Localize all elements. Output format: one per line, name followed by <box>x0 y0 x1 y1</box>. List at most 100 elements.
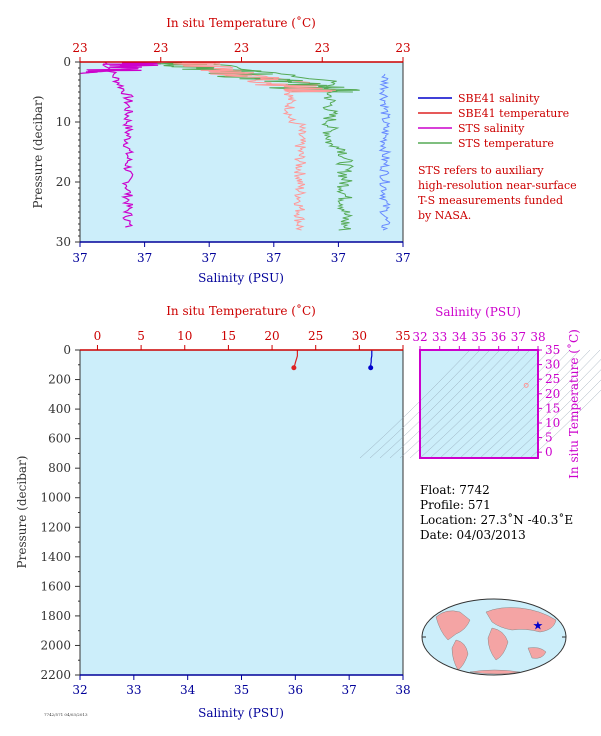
ts-density-contour <box>449 349 561 459</box>
ts-density-contour <box>469 349 581 459</box>
ts-points <box>523 382 529 388</box>
map-land-eurasia <box>485 607 557 633</box>
bottom-temperature-tick-label: 10 <box>177 329 192 343</box>
bottom-temperature-tick-label: 15 <box>221 329 236 343</box>
location-text: Location: 27.3˚N -40.3˚E <box>420 512 573 527</box>
top-salinity-tick-label: 37 <box>331 251 346 265</box>
ts-temperature-tick-label: 0 <box>545 445 553 459</box>
sbe41-temperature-profile-line <box>293 350 298 368</box>
ts-salinity-tick-label: 38 <box>530 330 545 344</box>
bottom-pressure-tick-label: 1200 <box>40 520 71 534</box>
map-land-north-america <box>435 610 471 641</box>
ts-density-contour <box>429 349 541 459</box>
ts-density-contour <box>459 349 571 459</box>
ts-temperature-tick-label: 5 <box>545 431 553 445</box>
ts-temperature-tick-label: 20 <box>545 387 560 401</box>
ts-density-contour <box>489 349 601 459</box>
date-text: Date: 04/03/2013 <box>420 528 526 542</box>
ts-salinity-axis-title: Salinity (PSU) <box>435 305 521 319</box>
ts-density-contour <box>359 349 471 459</box>
bottom-temperature-axis-title: In situ Temperature (˚C) <box>166 303 316 318</box>
top-plot-area <box>80 62 403 242</box>
sbe41-salinity-line <box>378 73 392 231</box>
sts-note-line-1: STS refers to auxiliary <box>418 164 544 177</box>
ts-density-contour <box>439 349 551 459</box>
sts-temperature-surface-line <box>157 61 360 93</box>
bottom-profile-chart: 0 5 10 15 20 25 30 35 32 33 34 35 36 37 38 0 200 400 600 80… <box>15 303 411 720</box>
top-temperature-tick-label: 23 <box>315 41 330 55</box>
bottom-salinity-tick-label: 32 <box>72 683 87 697</box>
sts-note: STS refers to auxiliary high-resolution … <box>418 164 577 222</box>
bottom-profile-series <box>291 350 374 371</box>
sts-salinity-line <box>101 61 135 228</box>
bottom-pressure-tick-label: 800 <box>48 461 71 475</box>
sts-note-line-3: T-S measurements funded <box>418 194 563 207</box>
top-salinity-tick-label: 37 <box>72 251 87 265</box>
legend-label-sts-salinity: STS salinity <box>458 122 525 135</box>
top-pressure-tick-label: 30 <box>56 235 71 249</box>
top-profile-chart: 23 23 23 23 23 37 37 37 37 37 37 0 10 20 30 In situ Te… <box>31 15 577 285</box>
bottom-temperature-tick-label: 25 <box>308 329 323 343</box>
bottom-plot-area <box>80 350 403 675</box>
map-land-australia <box>527 647 547 659</box>
top-salinity-tick-label: 37 <box>137 251 152 265</box>
top-temperature-tick-label: 23 <box>72 41 87 55</box>
map-land <box>435 607 557 675</box>
bottom-temperature-tick-label: 30 <box>352 329 367 343</box>
ts-density-contour <box>419 349 531 459</box>
bottom-chart-ticks: 0 5 10 15 20 25 30 35 32 33 34 35 36 37 38 0 200 400 600 80… <box>40 329 410 697</box>
ts-density-contour <box>379 349 491 459</box>
float-id-text: Float: 7742 <box>420 483 490 497</box>
ts-temperature-tick-label: 30 <box>545 358 560 372</box>
profile-number-text: Profile: 571 <box>420 498 491 512</box>
ts-density-contour <box>529 389 601 459</box>
ts-density-contour <box>519 379 601 459</box>
map-land-south-america <box>451 639 469 671</box>
float-position-star-icon: ★ <box>532 618 543 632</box>
top-pressure-axis-title: Pressure (decibar) <box>31 96 45 209</box>
map-land-antarctica <box>469 669 521 675</box>
bottom-salinity-tick-label: 33 <box>126 683 141 697</box>
bottom-salinity-axis-title: Salinity (PSU) <box>198 706 284 720</box>
bottom-temperature-tick-label: 0 <box>94 329 102 343</box>
bottom-pressure-tick-label: 2200 <box>40 668 71 682</box>
legend-label-sbe41-salinity: SBE41 salinity <box>458 92 540 105</box>
bottom-salinity-tick-label: 34 <box>180 683 196 697</box>
ts-density-contour <box>389 349 501 459</box>
top-salinity-tick-label: 37 <box>202 251 217 265</box>
ts-temperature-tick-label: 35 <box>545 343 560 357</box>
sbe41-salinity-profile-line <box>370 350 373 368</box>
bottom-pressure-tick-label: 1600 <box>40 579 71 593</box>
bottom-pressure-tick-label: 1000 <box>40 491 71 505</box>
sbe41-temperature-deepest-point <box>291 365 297 371</box>
ts-density-contour <box>509 369 601 459</box>
ts-salinity-tick-label: 36 <box>491 330 506 344</box>
bottom-temperature-tick-label: 35 <box>395 329 410 343</box>
ts-density-contour <box>399 349 511 459</box>
bottom-salinity-tick-label: 35 <box>234 683 249 697</box>
ts-salinity-tick-label: 34 <box>452 330 468 344</box>
top-salinity-axis-title: Salinity (PSU) <box>198 271 284 285</box>
top-pressure-tick-label: 10 <box>56 115 71 129</box>
footer-note: 7742/571 04/03/2013 <box>44 712 88 717</box>
sts-note-line-4: by NASA. <box>418 209 471 222</box>
ts-temperature-tick-label: 25 <box>545 372 560 386</box>
top-temperature-tick-label: 23 <box>234 41 249 55</box>
ts-density-contour <box>499 359 601 459</box>
bottom-pressure-tick-label: 2000 <box>40 638 71 652</box>
ts-salinity-tick-label: 37 <box>511 330 526 344</box>
float-info: Float: 7742 Profile: 571 Location: 27.3˚… <box>420 483 573 542</box>
ts-temperature-tick-label: 15 <box>545 401 560 415</box>
map-land-africa <box>487 627 509 661</box>
world-map: ★ <box>421 598 567 676</box>
sts-note-line-2: high-resolution near-surface <box>418 179 577 192</box>
bottom-temperature-tick-label: 5 <box>137 329 145 343</box>
ts-point <box>523 382 529 388</box>
bottom-pressure-tick-label: 0 <box>63 343 71 357</box>
bottom-pressure-tick-label: 1800 <box>40 609 71 623</box>
ts-density-contour <box>479 349 591 459</box>
bottom-temperature-tick-label: 20 <box>264 329 279 343</box>
